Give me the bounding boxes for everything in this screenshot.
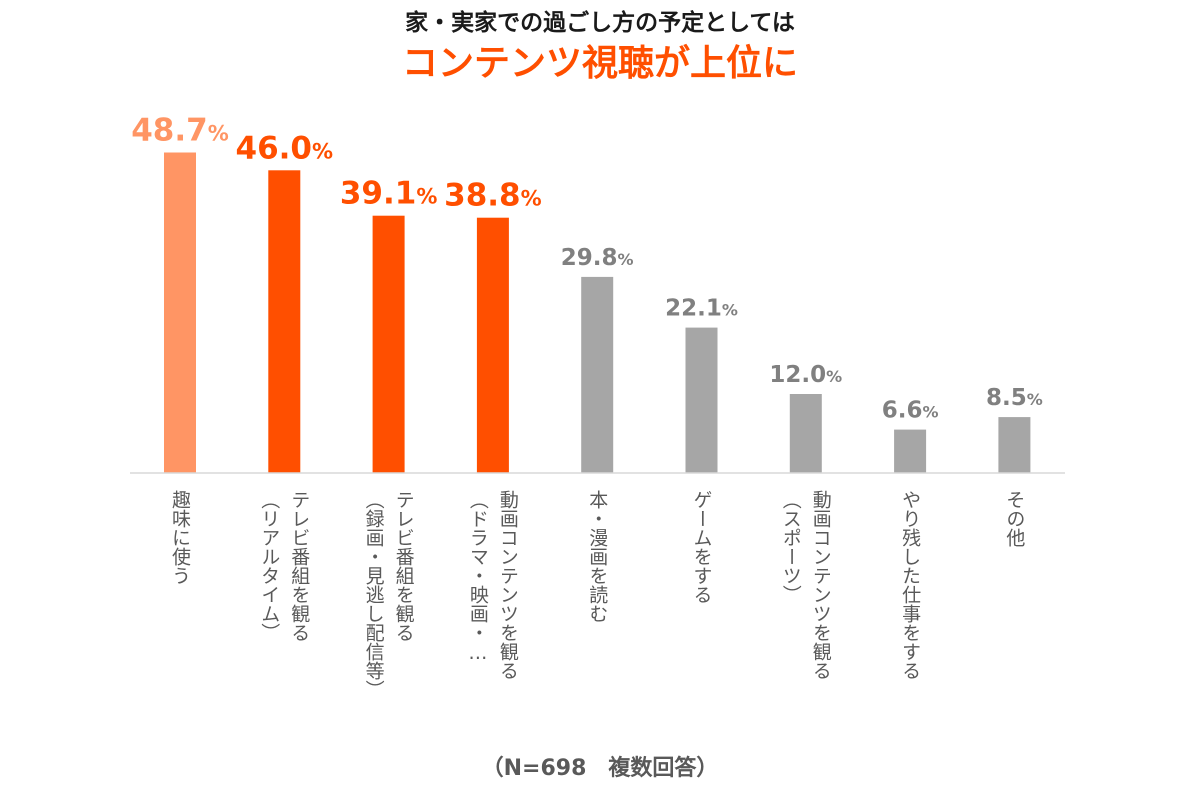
bar (998, 417, 1031, 473)
category-label: （ドラマ・映画・… (467, 490, 489, 664)
category-label: 動画コンテンツを観る (497, 490, 519, 680)
category-label: （リアルタイム） (258, 490, 280, 642)
category-label: ゲームをする (691, 490, 713, 604)
bars-group (164, 152, 1031, 474)
bar (789, 394, 822, 473)
value-label: 8.5% (986, 385, 1043, 411)
category-label: 趣味に使う (169, 490, 191, 585)
value-label: 12.0% (769, 362, 842, 388)
bar (372, 215, 405, 473)
bar (581, 276, 614, 473)
chart-subtitle: コンテンツ視聴が上位に (402, 43, 798, 84)
category-labels-group: 趣味に使う テレビ番組を観る （リアルタイム） テレビ番組を観る （録画・見逃し配信等）… (169, 490, 1025, 699)
category-label: テレビ番組を観る (288, 490, 310, 642)
category-label: 本・漫画を読む (586, 490, 608, 623)
chart-title: 家・実家での過ごし方の予定としては (405, 9, 795, 36)
value-labels-group: 48.7% 46.0%39.1% 38.8% 29.8% 22.1% 12.0% 6.6% 8… (131, 113, 1043, 424)
category-label: 動画コンテンツを観る (810, 490, 832, 680)
bar (894, 429, 927, 473)
value-label: 46.0% (236, 130, 334, 166)
sample-note: （N=698 複数回答） (482, 755, 719, 781)
category-label: （スポーツ） (780, 490, 802, 604)
category-label: （録画・見逃し配信等） (363, 490, 385, 699)
value-label: 48.7% (131, 113, 229, 149)
bar (268, 170, 301, 474)
category-label: やり残した仕事をする (899, 490, 921, 680)
bar (164, 152, 196, 473)
value-label: 29.8% (561, 245, 634, 271)
category-label: その他 (1003, 490, 1025, 547)
value-label: 38.8% (444, 178, 542, 214)
value-label: 22.1% (665, 296, 738, 322)
bar (685, 327, 718, 473)
category-label: テレビ番組を観る (393, 490, 415, 642)
value-label: 39.1% (340, 176, 438, 212)
value-label: 6.6% (882, 398, 939, 424)
bar (476, 217, 509, 473)
